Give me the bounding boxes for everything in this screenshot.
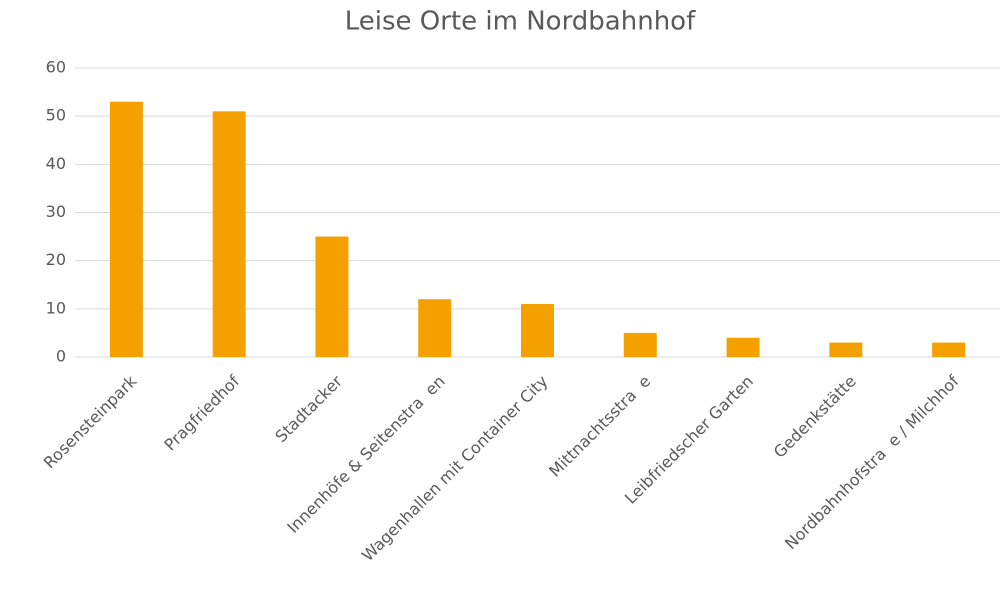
chart-title: Leise Orte im Nordbahnhof xyxy=(345,7,696,37)
y-tick-label: 10 xyxy=(46,298,66,317)
bar xyxy=(109,101,143,357)
x-tick-label: Mittnachtsstra e xyxy=(545,372,654,481)
x-tick-label: Gedenkstätte xyxy=(770,372,860,462)
bar xyxy=(623,332,657,357)
x-tick-label: Rosensteinpark xyxy=(40,371,141,472)
x-tick-label: Nordbahnhofstra e / Milchhof xyxy=(781,371,963,553)
bar xyxy=(521,304,554,357)
x-tick-label: Stadtacker xyxy=(271,371,346,446)
y-tick-label: 60 xyxy=(46,58,66,77)
y-tick-label: 40 xyxy=(46,154,66,173)
y-tick-label: 20 xyxy=(46,250,66,269)
x-tick-label: Wagenhallen mit Container City xyxy=(358,372,552,566)
bar xyxy=(212,111,246,357)
x-tick-label: Pragfriedhof xyxy=(160,371,243,454)
y-tick-label: 0 xyxy=(56,347,66,366)
y-tick-label: 50 xyxy=(46,106,66,125)
bar xyxy=(829,342,863,357)
bar xyxy=(726,337,760,357)
bar xyxy=(315,236,349,357)
bar xyxy=(932,342,966,357)
y-tick-label: 30 xyxy=(46,202,66,221)
bar xyxy=(418,299,452,357)
